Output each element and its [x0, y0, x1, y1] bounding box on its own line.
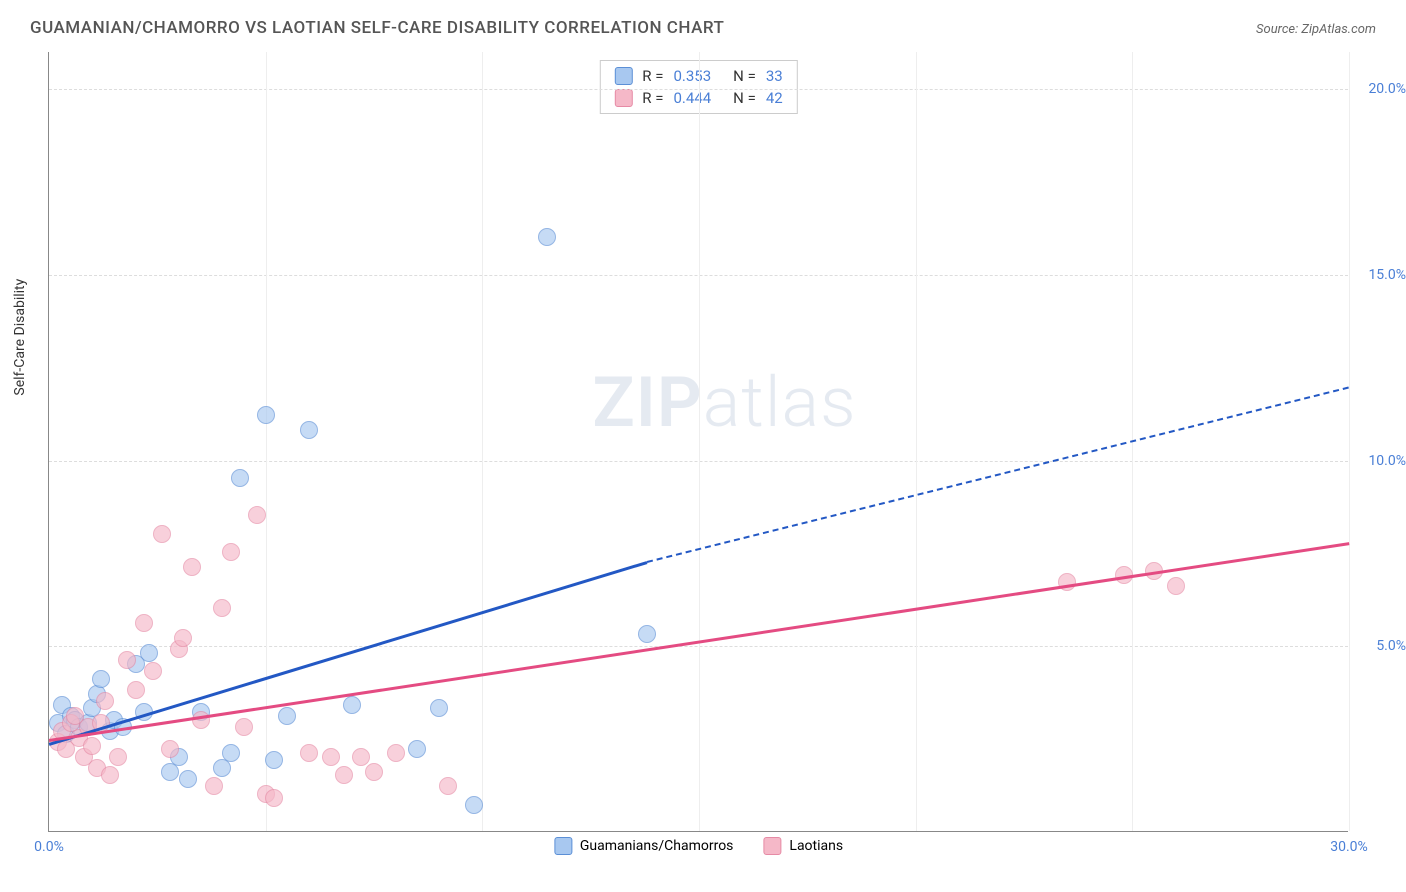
- data-point: [352, 748, 370, 766]
- data-point: [1058, 573, 1076, 591]
- data-point: [127, 681, 145, 699]
- data-point: [265, 789, 283, 807]
- data-point: [183, 558, 201, 576]
- data-point: [161, 740, 179, 758]
- data-point: [265, 751, 283, 769]
- data-point: [408, 740, 426, 758]
- legend-swatch: [614, 67, 632, 85]
- y-tick-label: 15.0%: [1356, 267, 1406, 283]
- legend-swatch: [614, 89, 632, 107]
- legend-n-label: N =: [733, 67, 756, 85]
- trend-line-extrapolated: [647, 386, 1349, 563]
- plot-area: ZIPatlas R = 0.353N = 33R = 0.444N = 42 …: [48, 52, 1348, 832]
- data-point: [179, 770, 197, 788]
- data-point: [439, 777, 457, 795]
- legend-r-value: 0.353: [673, 67, 711, 85]
- watermark: ZIPatlas: [592, 362, 856, 444]
- data-point: [109, 748, 127, 766]
- data-point: [343, 696, 361, 714]
- data-point: [205, 777, 223, 795]
- legend-swatch: [554, 837, 572, 855]
- x-tick-label: 30.0%: [1330, 839, 1368, 855]
- legend-item: Laotians: [763, 837, 843, 855]
- legend-r-value: 0.444: [673, 89, 711, 107]
- data-point: [96, 692, 114, 710]
- legend-n-label: N =: [733, 89, 756, 107]
- data-point: [144, 662, 162, 680]
- data-point: [118, 651, 136, 669]
- data-point: [257, 406, 275, 424]
- data-point: [430, 699, 448, 717]
- data-point: [83, 737, 101, 755]
- data-point: [213, 599, 231, 617]
- data-point: [153, 525, 171, 543]
- y-tick-label: 5.0%: [1356, 638, 1406, 654]
- legend-n-value: 42: [766, 89, 783, 107]
- data-point: [92, 670, 110, 688]
- data-point: [300, 744, 318, 762]
- data-point: [101, 766, 119, 784]
- data-point: [465, 796, 483, 814]
- gridline-v: [266, 52, 267, 831]
- legend-r-label: R =: [642, 67, 663, 85]
- x-tick-label: 0.0%: [34, 839, 64, 855]
- data-point: [365, 763, 383, 781]
- y-axis-label: Self-Care Disability: [12, 279, 28, 396]
- gridline-v: [482, 52, 483, 831]
- gridline-v: [1349, 52, 1350, 831]
- data-point: [235, 718, 253, 736]
- data-point: [140, 644, 158, 662]
- y-tick-label: 20.0%: [1356, 81, 1406, 97]
- data-point: [387, 744, 405, 762]
- y-tick-label: 10.0%: [1356, 453, 1406, 469]
- data-point: [322, 748, 340, 766]
- legend-label: Guamanians/Chamorros: [580, 838, 734, 854]
- chart-title: GUAMANIAN/CHAMORRO VS LAOTIAN SELF-CARE …: [30, 18, 724, 38]
- data-point: [231, 469, 249, 487]
- data-point: [222, 744, 240, 762]
- data-point: [1167, 577, 1185, 595]
- data-point: [248, 506, 266, 524]
- source-attribution: Source: ZipAtlas.com: [1256, 22, 1376, 37]
- data-point: [638, 625, 656, 643]
- data-point: [300, 421, 318, 439]
- legend-r-label: R =: [642, 89, 663, 107]
- data-point: [278, 707, 296, 725]
- data-point: [335, 766, 353, 784]
- data-point: [538, 228, 556, 246]
- data-point: [222, 543, 240, 561]
- gridline-v: [699, 52, 700, 831]
- series-legend: Guamanians/Chamorros Laotians: [554, 837, 843, 855]
- legend-swatch: [763, 837, 781, 855]
- gridline-v: [916, 52, 917, 831]
- trend-line: [49, 561, 648, 745]
- legend-item: Guamanians/Chamorros: [554, 837, 734, 855]
- legend-n-value: 33: [766, 67, 783, 85]
- data-point: [192, 711, 210, 729]
- data-point: [174, 629, 192, 647]
- data-point: [135, 614, 153, 632]
- legend-label: Laotians: [789, 838, 843, 854]
